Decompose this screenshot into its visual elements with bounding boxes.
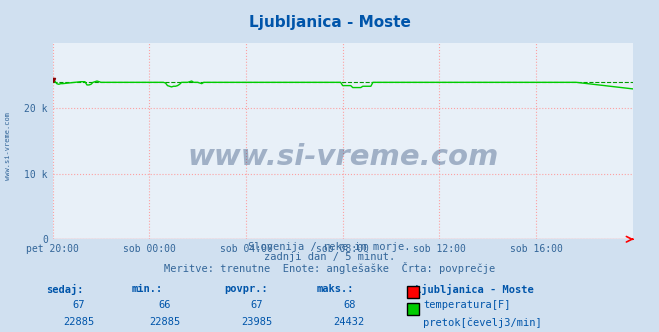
Text: Ljubljanica - Moste: Ljubljanica - Moste bbox=[248, 15, 411, 30]
Text: Slovenija / reke in morje.: Slovenija / reke in morje. bbox=[248, 242, 411, 252]
Text: min.:: min.: bbox=[132, 284, 163, 294]
Text: 68: 68 bbox=[343, 300, 355, 310]
Text: www.si-vreme.com: www.si-vreme.com bbox=[5, 112, 11, 180]
Text: 23985: 23985 bbox=[241, 317, 273, 327]
Text: 22885: 22885 bbox=[63, 317, 95, 327]
Text: 67: 67 bbox=[251, 300, 263, 310]
Text: maks.:: maks.: bbox=[316, 284, 354, 294]
Text: 22885: 22885 bbox=[149, 317, 181, 327]
Text: pretok[čevelj3/min]: pretok[čevelj3/min] bbox=[423, 317, 542, 328]
Text: zadnji dan / 5 minut.: zadnji dan / 5 minut. bbox=[264, 252, 395, 262]
Text: sedaj:: sedaj: bbox=[46, 284, 84, 295]
Text: 67: 67 bbox=[73, 300, 85, 310]
Text: 66: 66 bbox=[159, 300, 171, 310]
Text: povpr.:: povpr.: bbox=[224, 284, 268, 294]
Text: Ljubljanica - Moste: Ljubljanica - Moste bbox=[415, 284, 534, 295]
Text: www.si-vreme.com: www.si-vreme.com bbox=[187, 143, 498, 171]
Text: 24432: 24432 bbox=[333, 317, 365, 327]
Text: Meritve: trenutne  Enote: anglešaške  Črta: povprečje: Meritve: trenutne Enote: anglešaške Črta… bbox=[164, 262, 495, 274]
Text: temperatura[F]: temperatura[F] bbox=[423, 300, 511, 310]
